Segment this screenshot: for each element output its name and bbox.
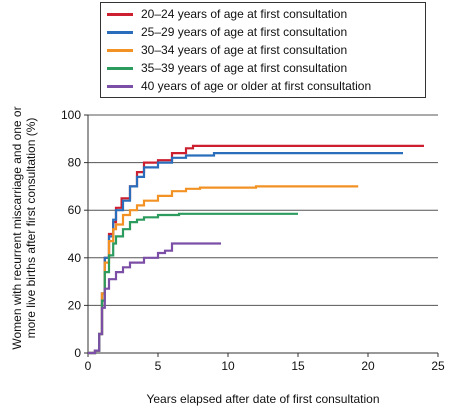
series-line-5 <box>88 242 221 355</box>
legend-label: 30–34 years of age at first consultation <box>141 43 348 57</box>
legend-item: 40 years of age or older at first consul… <box>107 77 371 95</box>
legend-swatch <box>107 66 133 70</box>
legend-item: 30–34 years of age at first consultation <box>107 41 347 59</box>
legend-swatch <box>107 84 133 88</box>
y-tick-labels: 0 20 40 60 80 100 <box>61 108 81 360</box>
y-tick-label: 0 <box>74 346 81 360</box>
legend-item: 20–24 years of age at first consultation <box>107 5 347 23</box>
x-tick-label: 15 <box>291 359 305 373</box>
x-tick-labels: 0 5 10 15 20 25 <box>85 359 445 373</box>
legend-label: 40 years of age or older at first consul… <box>141 79 372 93</box>
legend-label: 20–24 years of age at first consultation <box>141 7 348 21</box>
axes <box>84 114 439 357</box>
grid-lines <box>88 114 438 306</box>
x-tick-label: 0 <box>85 359 92 373</box>
y-tick-label: 20 <box>68 298 82 312</box>
legend-label: 35–39 years of age at first consultation <box>141 61 348 75</box>
y-axis-label-text: Women with recurrent miscarriage and one… <box>10 106 38 350</box>
legend-label: 25–29 years of age at first consultation <box>141 25 348 39</box>
y-tick-label: 60 <box>68 203 82 217</box>
x-axis-label: Years elapsed after date of first consul… <box>146 392 380 406</box>
series-lines <box>88 144 424 355</box>
y-axis-label: Women with recurrent miscarriage and one… <box>4 106 44 349</box>
y-tick-label: 80 <box>68 156 82 170</box>
x-tick-label: 25 <box>431 359 445 373</box>
legend-swatch <box>107 30 133 34</box>
x-tick-label: 20 <box>361 359 375 373</box>
series-line-2 <box>88 152 403 355</box>
legend-item: 35–39 years of age at first consultation <box>107 59 347 77</box>
legend-item: 25–29 years of age at first consultation <box>107 23 347 41</box>
x-tick-label: 5 <box>155 359 162 373</box>
legend-swatch <box>107 48 133 52</box>
series-line-3 <box>88 185 359 355</box>
series-line-4 <box>88 212 298 355</box>
y-tick-label: 100 <box>61 108 81 122</box>
legend: 20–24 years of age at first consultation… <box>100 2 426 98</box>
legend-swatch <box>107 12 133 16</box>
x-tick-label: 10 <box>221 359 235 373</box>
y-tick-label: 40 <box>68 251 82 265</box>
